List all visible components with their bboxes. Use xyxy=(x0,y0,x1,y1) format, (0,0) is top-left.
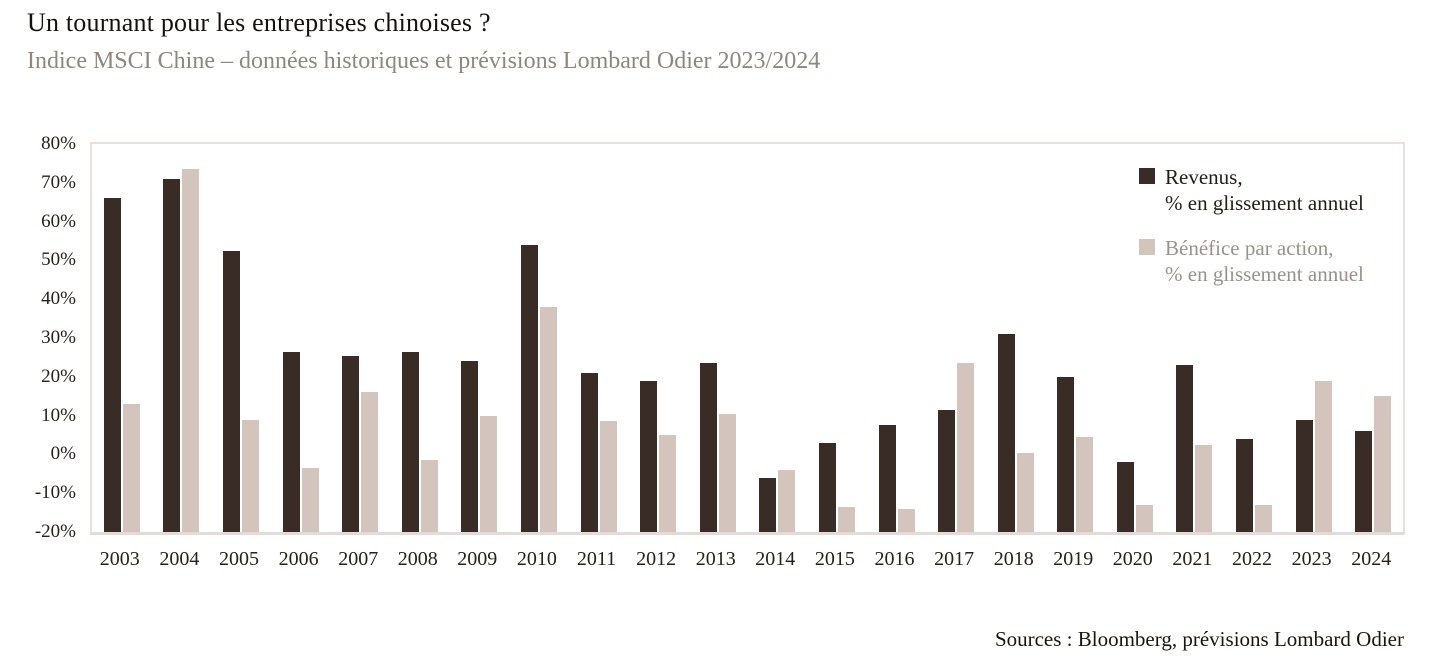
bar-revenus-2018 xyxy=(997,334,1015,532)
legend-label-revenus-line1: Revenus, xyxy=(1165,165,1243,189)
x-tick-label-2010: 2010 xyxy=(516,548,557,570)
y-tick-label-60: 60% xyxy=(41,210,76,232)
bar-revenus-2019 xyxy=(1057,376,1075,532)
x-tick-label-2005: 2005 xyxy=(219,548,259,570)
x-tick-label-2018: 2018 xyxy=(993,548,1034,570)
bar-bpa-2023 xyxy=(1314,380,1332,532)
x-tick-label-2007: 2007 xyxy=(338,548,379,570)
bar-revenus-2010 xyxy=(520,244,538,532)
bar-revenus-2012 xyxy=(640,380,658,532)
legend-label-revenus-line2: % en glissement annuel xyxy=(1165,191,1364,215)
bar-revenus-2015 xyxy=(818,442,836,532)
y-tick-label--20: -20% xyxy=(34,521,76,542)
x-tick-label-2012: 2012 xyxy=(636,548,677,570)
bar-bpa-2009 xyxy=(480,415,498,532)
bar-revenus-2003 xyxy=(103,198,121,532)
plot-area xyxy=(90,142,1405,535)
bar-revenus-2006 xyxy=(282,351,300,532)
bar-revenus-2017 xyxy=(938,409,956,532)
y-tick-label-10: 10% xyxy=(41,404,76,426)
chart-subtitle: Indice MSCI Chine – données historiques … xyxy=(27,48,821,74)
bar-bpa-2020 xyxy=(1135,504,1153,532)
bar-revenus-2009 xyxy=(461,361,479,532)
bar-bpa-2005 xyxy=(242,419,259,532)
bar-bpa-2013 xyxy=(718,413,736,532)
bar-revenus-2011 xyxy=(580,372,598,532)
bar-bpa-2010 xyxy=(539,307,557,532)
legend-label-benefice: Bénéfice par action, % en glissement ann… xyxy=(1165,235,1364,287)
y-tick-label-30: 30% xyxy=(41,327,76,348)
bar-revenus-2007 xyxy=(342,355,360,532)
y-tick-label-40: 40% xyxy=(41,288,76,310)
legend: Revenus, % en glissement annuel Bénéfice… xyxy=(1139,164,1364,287)
bar-bpa-2022 xyxy=(1255,504,1272,532)
legend-swatch-benefice-icon xyxy=(1139,239,1155,255)
x-tick-label-2011: 2011 xyxy=(576,548,617,570)
x-tick-label-2022: 2022 xyxy=(1232,548,1272,570)
bar-bpa-2019 xyxy=(1076,436,1094,532)
bar-revenus-2004 xyxy=(163,178,181,532)
x-tick-label-2017: 2017 xyxy=(934,548,975,570)
bar-revenus-2021 xyxy=(1176,365,1194,532)
bar-revenus-2016 xyxy=(878,425,896,532)
y-tick-label-80: 80% xyxy=(41,133,76,154)
legend-item-benefice: Bénéfice par action, % en glissement ann… xyxy=(1139,235,1364,287)
chart-title: Un tournant pour les entreprises chinois… xyxy=(27,8,491,37)
y-tick-label-50: 50% xyxy=(41,249,76,271)
bar-bpa-2007 xyxy=(361,392,379,532)
x-tick-label-2015: 2015 xyxy=(814,548,855,570)
y-tick-label-20: 20% xyxy=(41,365,76,387)
legend-item-revenus: Revenus, % en glissement annuel xyxy=(1139,164,1364,216)
x-tick-label-2020: 2020 xyxy=(1112,548,1153,570)
legend-label-benefice-line2: % en glissement annuel xyxy=(1165,262,1364,286)
x-tick-label-2019: 2019 xyxy=(1053,548,1094,570)
bar-revenus-2005 xyxy=(223,250,240,532)
bar-revenus-2013 xyxy=(699,363,717,532)
bar-bpa-2021 xyxy=(1195,444,1213,532)
y-tick-label--10: -10% xyxy=(34,482,76,504)
bar-bpa-2006 xyxy=(301,468,319,532)
bar-bpa-2012 xyxy=(659,435,677,532)
legend-swatch-revenus-icon xyxy=(1139,168,1155,184)
bar-revenus-2020 xyxy=(1116,462,1134,532)
bar-revenus-2023 xyxy=(1295,419,1313,532)
legend-label-benefice-line1: Bénéfice par action, xyxy=(1165,236,1334,260)
sources-note: Sources : Bloomberg, prévisions Lombard … xyxy=(994,627,1404,651)
x-tick-label-2003: 2003 xyxy=(99,548,140,570)
bar-bpa-2016 xyxy=(897,508,915,532)
x-tick-label-2004: 2004 xyxy=(159,548,200,570)
x-tick-label-2016: 2016 xyxy=(874,548,915,570)
bar-revenus-2008 xyxy=(401,351,419,532)
x-tick-label-2008: 2008 xyxy=(397,548,438,570)
bar-bpa-2015 xyxy=(837,506,855,532)
x-tick-label-2014: 2014 xyxy=(755,548,796,570)
bar-revenus-2024 xyxy=(1355,431,1373,532)
x-tick-label-2006: 2006 xyxy=(278,548,319,570)
bar-bpa-2003 xyxy=(122,404,140,532)
y-tick-label-0: 0% xyxy=(50,443,76,465)
bar-bpa-2017 xyxy=(957,363,975,532)
y-tick-label-70: 70% xyxy=(41,171,76,193)
bar-bpa-2004 xyxy=(182,169,200,532)
x-tick-label-2023: 2023 xyxy=(1291,548,1332,570)
x-tick-label-2013: 2013 xyxy=(695,548,736,570)
bar-revenus-2022 xyxy=(1236,438,1253,532)
x-tick-label-2009: 2009 xyxy=(457,548,498,570)
bar-bpa-2011 xyxy=(599,421,617,532)
legend-label-revenus: Revenus, % en glissement annuel xyxy=(1165,164,1364,216)
bar-bpa-2014 xyxy=(778,469,796,532)
x-tick-label-2021: 2021 xyxy=(1172,548,1213,570)
bar-bpa-2018 xyxy=(1016,452,1034,532)
bar-bpa-2008 xyxy=(420,460,438,532)
bar-revenus-2014 xyxy=(759,477,777,532)
bar-bpa-2024 xyxy=(1374,396,1392,532)
x-tick-label-2024: 2024 xyxy=(1351,548,1392,570)
